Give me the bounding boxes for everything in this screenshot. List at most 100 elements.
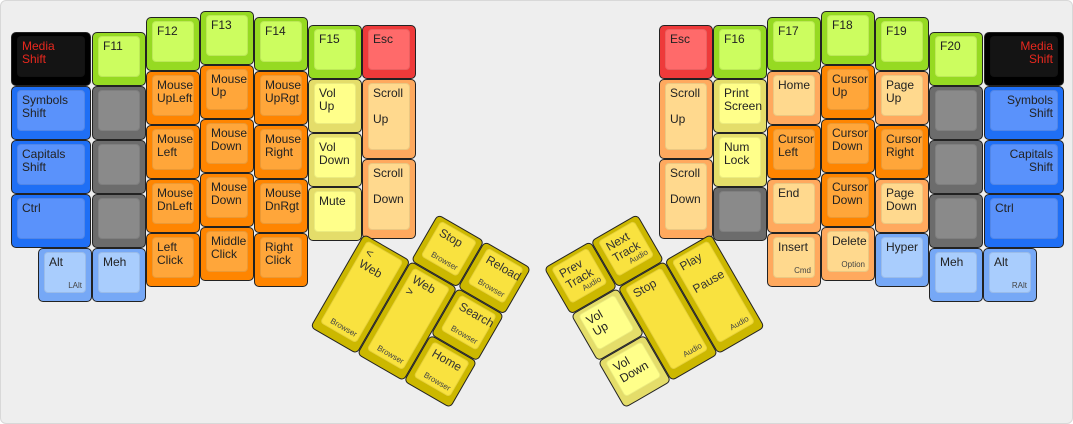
key-label: Mouse UpRgt (265, 78, 302, 105)
key-end[interactable]: End (767, 179, 821, 233)
key-home[interactable]: Home (767, 71, 821, 125)
key-label: Delete (832, 234, 867, 248)
key-mouse-down[interactable]: Mouse Down (200, 119, 254, 173)
key-mouse-dnleft[interactable]: Mouse DnLeft (146, 179, 200, 233)
keycap: Media Shift (17, 36, 85, 77)
key-sublabel: Browser (476, 276, 507, 300)
key-insert[interactable]: Insert Cmd (767, 233, 821, 287)
key-cursor-left[interactable]: Cursor Left (767, 125, 821, 179)
key-f20[interactable]: F20 (929, 32, 983, 86)
key-left-click[interactable]: Left Click (146, 233, 200, 287)
key-label: Print Screen (724, 86, 763, 113)
key-cursor-right[interactable]: Cursor Right (875, 125, 929, 179)
key-label: Ctrl (22, 201, 41, 215)
keycap: Symbols Shift (17, 90, 85, 131)
key-label: Left Click (157, 240, 183, 267)
key-blank[interactable] (92, 140, 146, 194)
keycap: Left Click (152, 237, 194, 278)
key-symbols-shift[interactable]: Symbols Shift (984, 86, 1064, 140)
key-label: Mouse UpLeft (157, 78, 194, 105)
key-blank[interactable] (713, 187, 767, 241)
keycap: Mute (314, 191, 356, 232)
key-scroll-up[interactable]: Scroll Up (362, 79, 416, 159)
key-f17[interactable]: F17 (767, 17, 821, 71)
key-f13[interactable]: F13 (200, 11, 254, 65)
keycap: F20 (935, 36, 977, 77)
key-label: Mute (319, 194, 346, 208)
key-page-down[interactable]: Page Down (875, 179, 929, 233)
key-mute[interactable]: Mute (308, 187, 362, 241)
key-cursor-down[interactable]: Cursor Down (821, 173, 875, 227)
key-num-lock[interactable]: Num Lock (713, 133, 767, 187)
keycap: Mouse UpLeft (152, 75, 194, 116)
key-label: < Web (356, 245, 385, 281)
key-right-click[interactable]: Right Click (254, 233, 308, 287)
key-esc[interactable]: Esc (362, 25, 416, 79)
key-meh[interactable]: Meh (92, 248, 146, 302)
key-f15[interactable]: F15 (308, 25, 362, 79)
key-mouse-uprgt[interactable]: Mouse UpRgt (254, 71, 308, 125)
key-media-shift[interactable]: Media Shift (11, 32, 91, 86)
keycap: Right Click (260, 237, 302, 278)
key-cursor-up[interactable]: Cursor Up (821, 65, 875, 119)
key-mouse-down[interactable]: Mouse Down (200, 173, 254, 227)
key-f16[interactable]: F16 (713, 25, 767, 79)
key-mouse-up[interactable]: Mouse Up (200, 65, 254, 119)
keycap: F11 (98, 36, 140, 77)
key-label: Esc (373, 32, 394, 46)
key-label: Capitals Shift (1009, 147, 1053, 174)
key-scroll-up[interactable]: Scroll Up (659, 79, 713, 159)
key-label: Mouse Down (211, 126, 248, 153)
key-label: Vol Up (319, 86, 336, 113)
keycap: Page Down (881, 183, 923, 224)
key-label: Home (429, 346, 465, 375)
key-delete[interactable]: Delete Option (821, 227, 875, 281)
key-esc[interactable]: Esc (659, 25, 713, 79)
key-capitals-shift[interactable]: Capitals Shift (11, 140, 91, 194)
key-cursor-down[interactable]: Cursor Down (821, 119, 875, 173)
keycap: Alt LAlt (44, 252, 86, 293)
key-mouse-upleft[interactable]: Mouse UpLeft (146, 71, 200, 125)
key-blank[interactable] (929, 194, 983, 248)
key-page-up[interactable]: Page Up (875, 71, 929, 125)
key-media-shift[interactable]: Media Shift (984, 32, 1064, 86)
key-scroll-down[interactable]: Scroll Down (659, 159, 713, 239)
key-mouse-dnrgt[interactable]: Mouse DnRgt (254, 179, 308, 233)
key-blank[interactable] (92, 86, 146, 140)
key-mouse-right[interactable]: Mouse Right (254, 125, 308, 179)
keycap: Insert Cmd (773, 237, 815, 278)
key-scroll-down[interactable]: Scroll Down (362, 159, 416, 239)
key-ctrl[interactable]: Ctrl (11, 194, 91, 248)
key-sublabel: Cmd (794, 266, 811, 275)
keycap: Scroll Down (665, 163, 707, 230)
key-blank[interactable] (92, 194, 146, 248)
key-label: Search (456, 299, 497, 331)
keycap (935, 144, 977, 185)
key-vol-up[interactable]: Vol Up (308, 79, 362, 133)
key-vol-down[interactable]: Vol Down (308, 133, 362, 187)
key-mouse-left[interactable]: Mouse Left (146, 125, 200, 179)
keycap (935, 198, 977, 239)
key-middle-click[interactable]: Middle Click (200, 227, 254, 281)
key-capitals-shift[interactable]: Capitals Shift (984, 140, 1064, 194)
key-print-screen[interactable]: Print Screen (713, 79, 767, 133)
key-f19[interactable]: F19 (875, 17, 929, 71)
keycap: Cursor Left (773, 129, 815, 170)
key-alt[interactable]: Alt LAlt (38, 248, 92, 302)
key-f14[interactable]: F14 (254, 17, 308, 71)
key-f18[interactable]: F18 (821, 11, 875, 65)
key-blank[interactable] (929, 140, 983, 194)
key-f11[interactable]: F11 (92, 32, 146, 86)
key-symbols-shift[interactable]: Symbols Shift (11, 86, 91, 140)
keycap: F14 (260, 21, 302, 62)
key-f12[interactable]: F12 (146, 17, 200, 71)
keycap: Media Shift (990, 36, 1058, 77)
key-alt[interactable]: Alt RAlt (983, 248, 1037, 302)
keycap: F15 (314, 29, 356, 70)
key-meh[interactable]: Meh (929, 248, 983, 302)
key-blank[interactable] (929, 86, 983, 140)
key-hyper[interactable]: Hyper (875, 233, 929, 287)
key-ctrl[interactable]: Ctrl (984, 194, 1064, 248)
key-label: Cursor Right (886, 132, 923, 159)
key-label: Scroll Up (373, 86, 404, 126)
